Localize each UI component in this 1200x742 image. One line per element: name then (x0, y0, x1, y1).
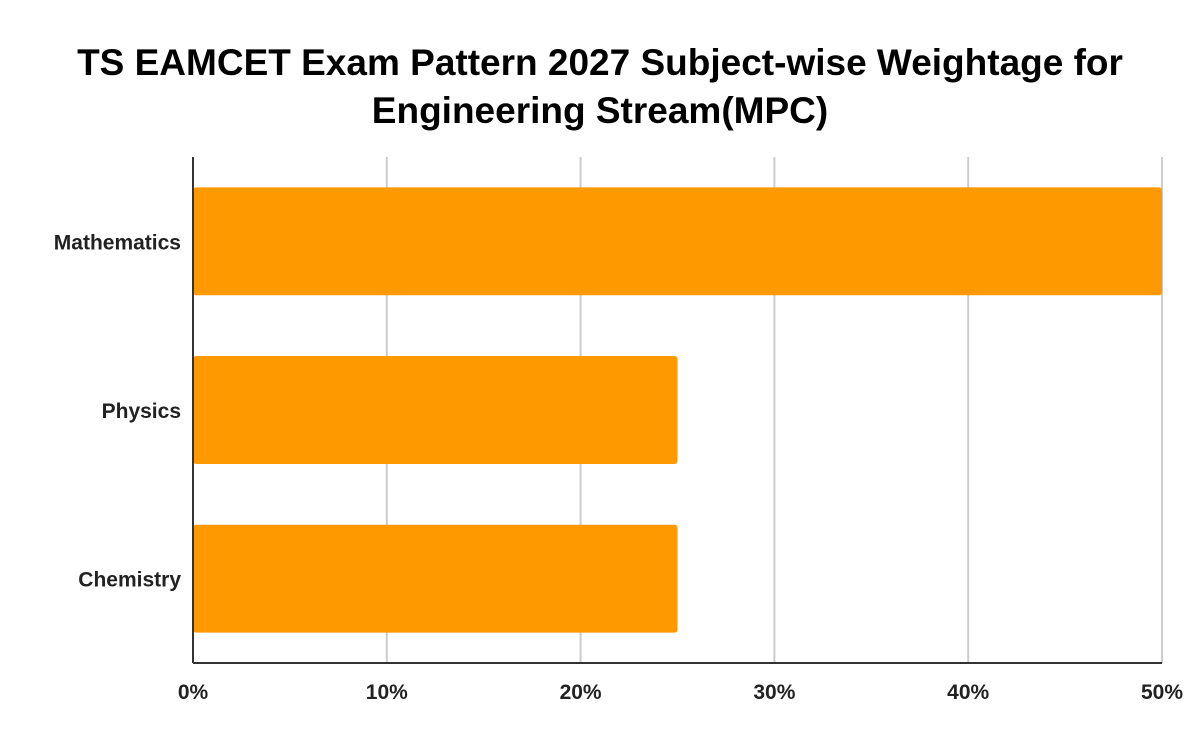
x-tick-label-30: 30% (753, 681, 795, 704)
x-tick-label-0: 0% (178, 681, 209, 704)
x-tick-label-50: 50% (1141, 681, 1183, 704)
bar-chemistry (193, 524, 678, 633)
category-label-physics: Physics (102, 400, 181, 423)
chart-title-line-1: TS EAMCET Exam Pattern 2027 Subject-wise… (77, 42, 1123, 83)
bar-physics (193, 356, 678, 464)
x-tick-label-20: 20% (560, 681, 602, 704)
x-tick-label-10: 10% (366, 681, 408, 704)
x-tick-labels: 0% 10% 20% 30% 40% 50% (178, 681, 1184, 704)
chart-title-line-2: Engineering Stream(MPC) (372, 90, 828, 131)
category-labels: Mathematics Physics Chemistry (54, 231, 182, 591)
category-label-chemistry: Chemistry (78, 569, 181, 592)
chart-title: TS EAMCET Exam Pattern 2027 Subject-wise… (77, 42, 1123, 131)
bar-mathematics (193, 187, 1162, 296)
category-label-mathematics: Mathematics (54, 231, 181, 254)
bars (193, 187, 1162, 633)
x-tick-label-40: 40% (947, 681, 989, 704)
axes (192, 157, 1162, 664)
